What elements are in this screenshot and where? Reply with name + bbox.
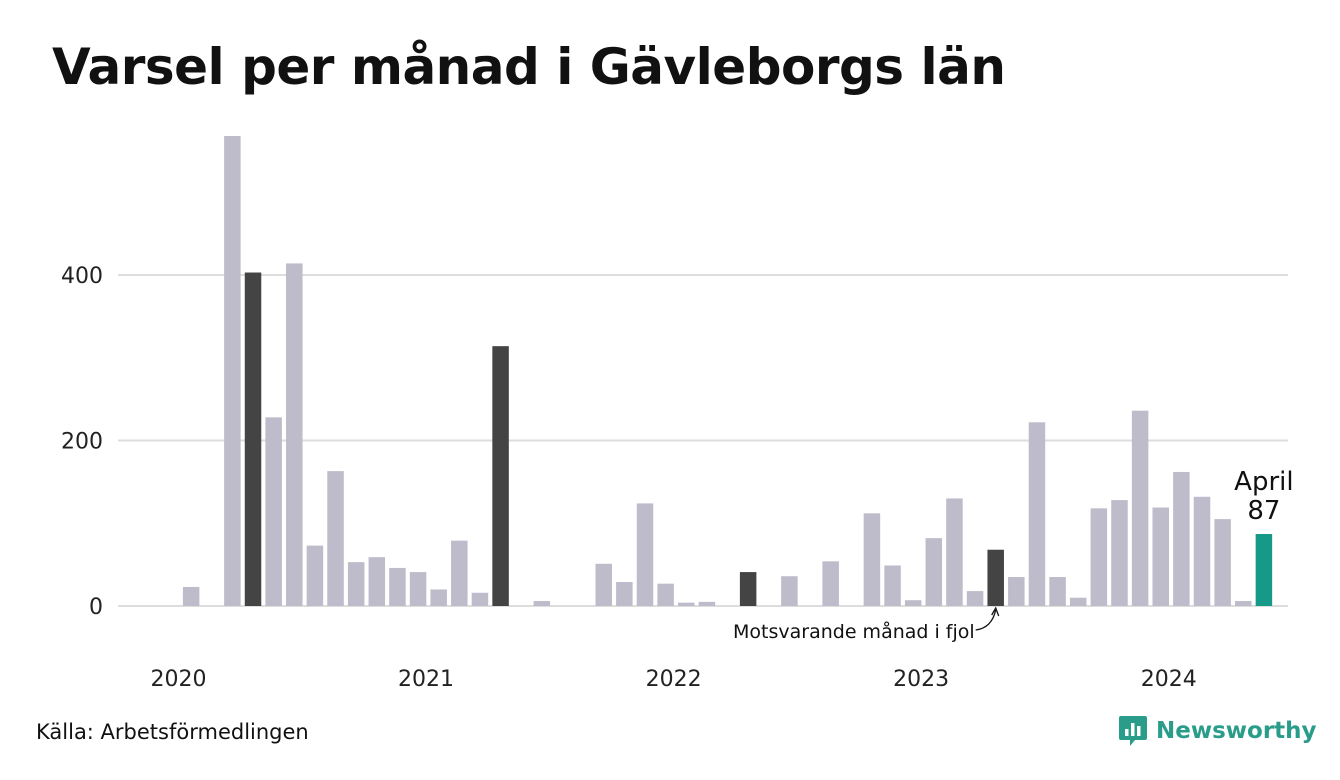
bar-51 bbox=[1214, 519, 1231, 606]
bar-42 bbox=[1028, 422, 1046, 606]
bar-32 bbox=[822, 561, 839, 606]
annotation-label: Motsvarande månad i fjol bbox=[733, 620, 975, 643]
bar-10 bbox=[368, 557, 386, 606]
bar-30 bbox=[781, 576, 798, 606]
bar-12 bbox=[409, 572, 427, 606]
x-tick-label-2022: 2022 bbox=[646, 667, 702, 692]
bar-37 bbox=[925, 538, 943, 606]
x-tick-label-2023: 2023 bbox=[893, 667, 949, 692]
bar-36 bbox=[904, 600, 922, 606]
x-tick-label-2020: 2020 bbox=[151, 667, 207, 692]
bar-35 bbox=[884, 565, 901, 606]
bar-43 bbox=[1049, 577, 1066, 606]
bar-1 bbox=[182, 586, 200, 606]
x-tick-label-2024: 2024 bbox=[1141, 667, 1197, 692]
bar-16 bbox=[492, 346, 509, 606]
source-note: Källa: Arbetsförmedlingen bbox=[36, 720, 309, 744]
bar-46 bbox=[1111, 500, 1128, 606]
brand-logo: Newsworthy bbox=[1118, 714, 1317, 748]
bar-21 bbox=[595, 563, 612, 606]
bar-11 bbox=[389, 567, 406, 606]
bar-41 bbox=[1008, 577, 1025, 606]
bar-9 bbox=[347, 562, 365, 606]
brand-name: Newsworthy bbox=[1156, 718, 1317, 744]
bar-45 bbox=[1090, 508, 1108, 606]
bar-4 bbox=[244, 272, 262, 606]
bar-28 bbox=[739, 572, 757, 606]
bar-25 bbox=[678, 602, 695, 606]
bar-18 bbox=[533, 601, 551, 606]
current-month-label: April bbox=[1234, 467, 1293, 497]
bar-3 bbox=[224, 135, 241, 607]
bar-48 bbox=[1152, 507, 1169, 606]
y-tick-label-0: 0 bbox=[89, 595, 103, 620]
bar-39 bbox=[966, 591, 984, 606]
bar-13 bbox=[430, 589, 447, 606]
bar-5 bbox=[265, 417, 282, 606]
chart-title: Varsel per månad i Gävleborgs län bbox=[52, 38, 1006, 96]
bar-40 bbox=[987, 549, 1004, 606]
bar-15 bbox=[471, 592, 489, 606]
current-value-label: 87 bbox=[1247, 496, 1280, 526]
bar-52 bbox=[1235, 601, 1252, 606]
bar-24 bbox=[657, 583, 674, 606]
bar-14 bbox=[451, 540, 468, 606]
bar-53 bbox=[1255, 534, 1273, 606]
bar-8 bbox=[327, 471, 344, 606]
bar-34 bbox=[863, 513, 881, 606]
y-tick-label-200: 200 bbox=[61, 430, 103, 455]
annotation-arrow-line bbox=[975, 609, 997, 631]
bar-7 bbox=[306, 545, 324, 606]
x-tick-label-2021: 2021 bbox=[398, 667, 454, 692]
bar-6 bbox=[286, 263, 303, 606]
bar-23 bbox=[636, 503, 654, 606]
bar-22 bbox=[616, 582, 633, 606]
y-tick-label-400: 400 bbox=[61, 264, 103, 289]
newsworthy-logo-icon bbox=[1119, 716, 1147, 746]
bar-26 bbox=[698, 601, 716, 606]
bar-38 bbox=[946, 498, 963, 606]
annotation-arrowhead bbox=[991, 606, 1000, 617]
bar-49 bbox=[1173, 471, 1190, 606]
bar-44 bbox=[1069, 597, 1087, 606]
bar-47 bbox=[1131, 410, 1149, 606]
bar-50 bbox=[1193, 496, 1211, 606]
